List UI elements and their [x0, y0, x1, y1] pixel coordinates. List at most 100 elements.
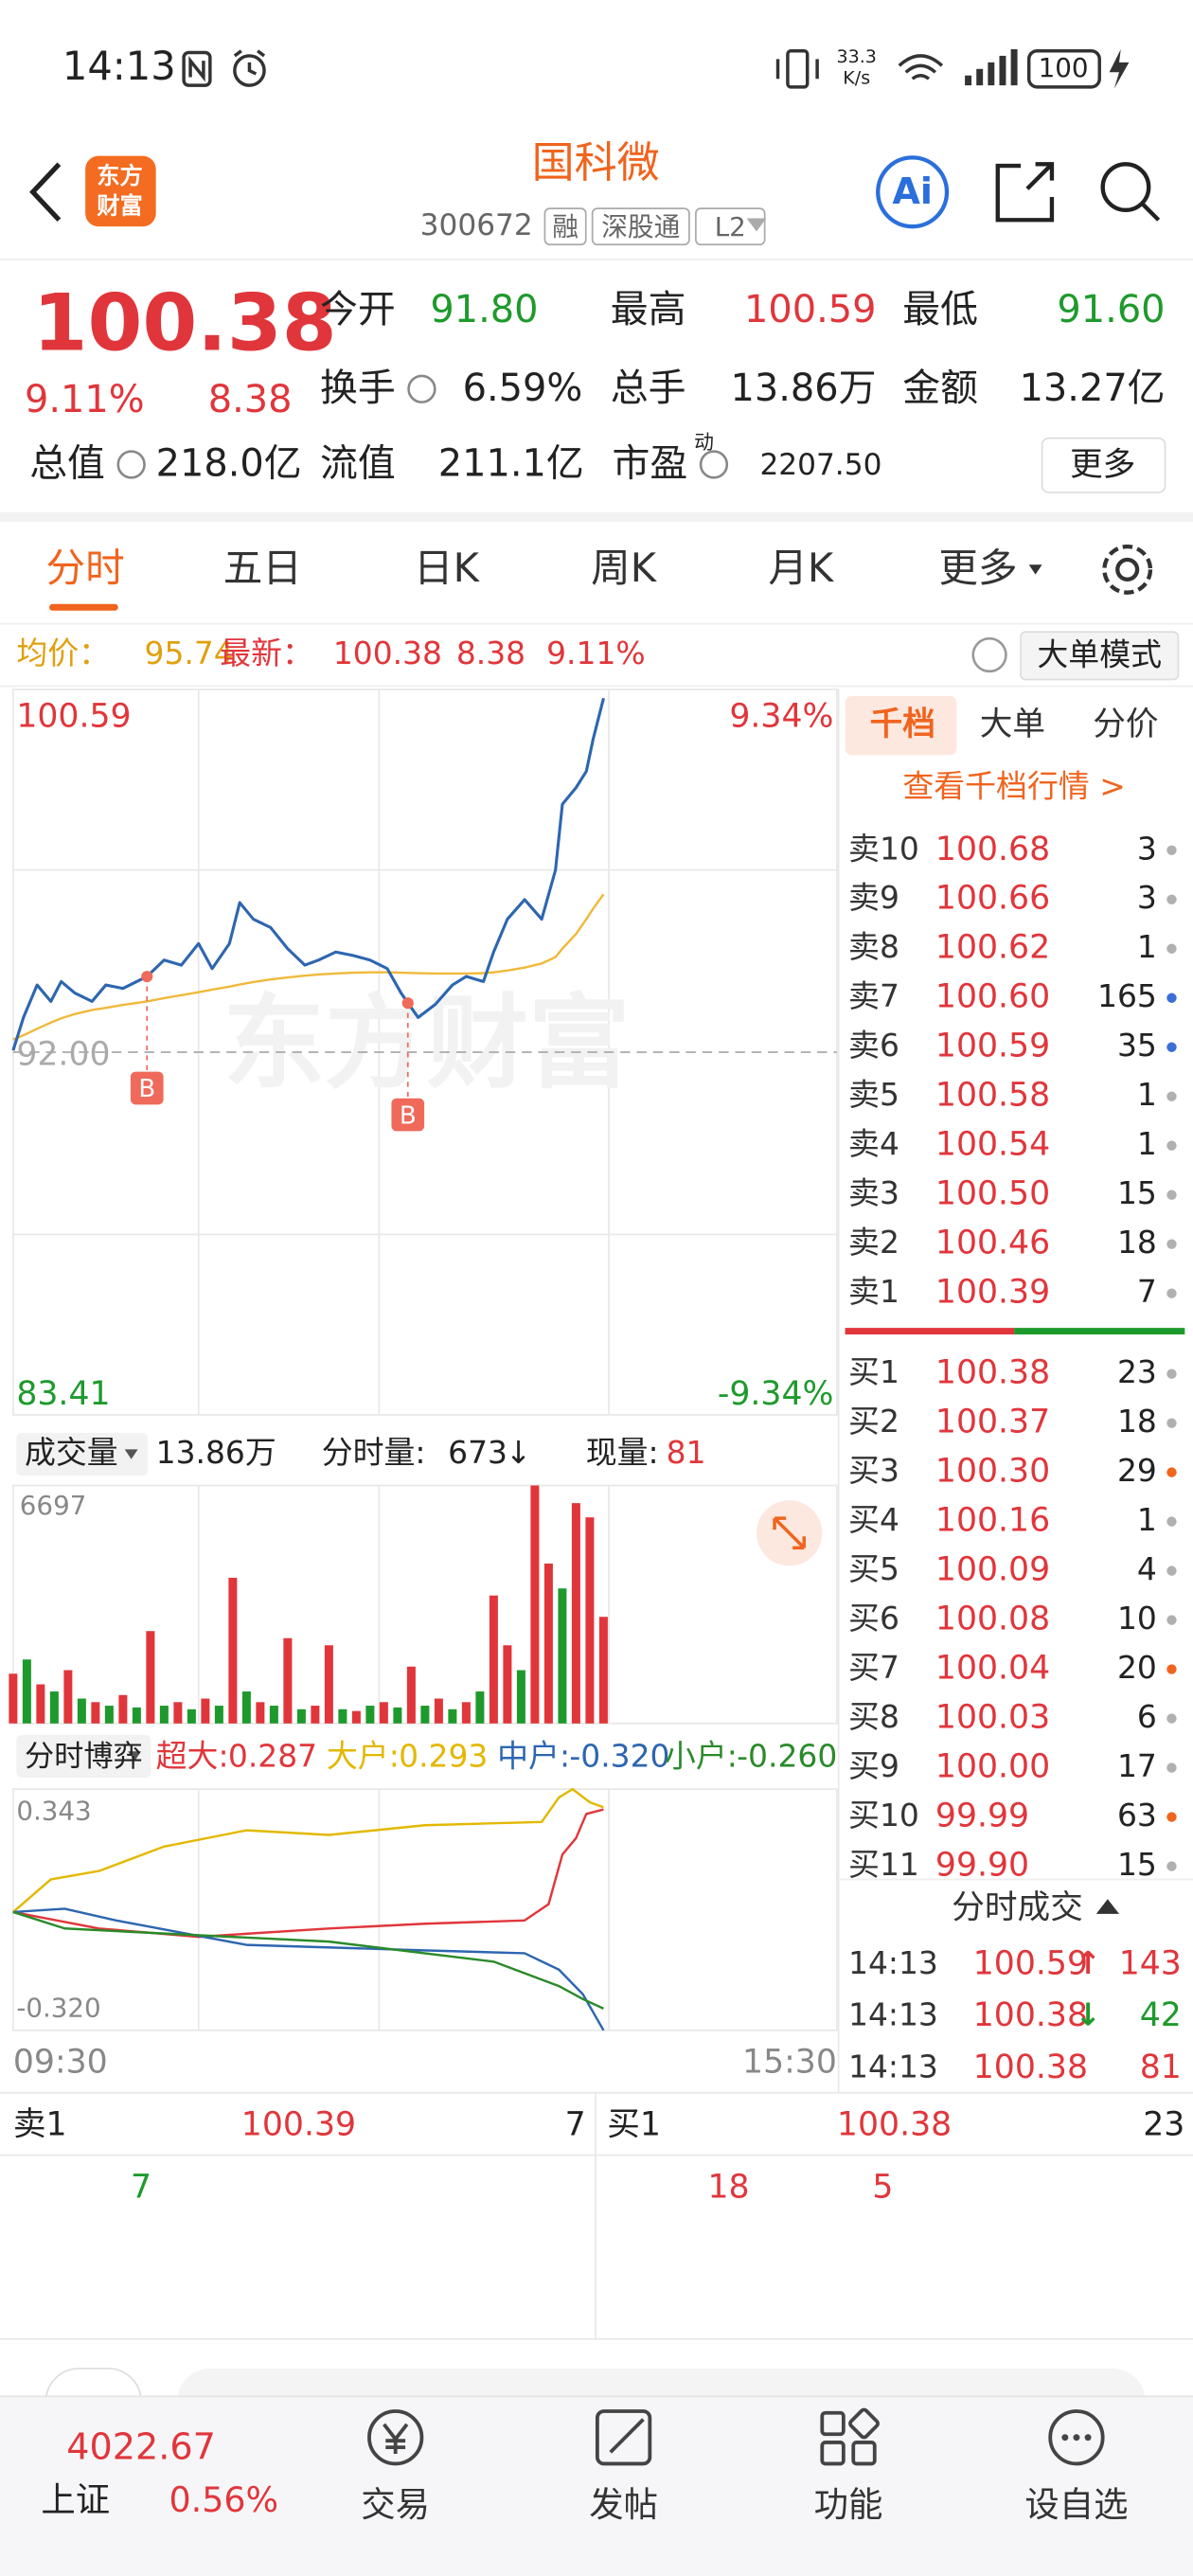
- book-volume: 1: [1137, 1125, 1157, 1162]
- marker-label: B: [138, 1075, 155, 1103]
- book-level: 买1: [848, 1353, 899, 1390]
- legend-name: 中户:: [497, 1738, 570, 1775]
- search-button[interactable]: [1100, 162, 1161, 222]
- book-tab[interactable]: 分价: [1093, 706, 1158, 743]
- mode-label[interactable]: 大单模式: [1037, 636, 1162, 673]
- bid-price: 100.38: [837, 2105, 952, 2143]
- volume-bar: [406, 1666, 416, 1724]
- latest-label: 最新：: [220, 635, 313, 671]
- tab[interactable]: 五日: [223, 545, 302, 591]
- tag-box: [694, 207, 766, 246]
- legend-value: 0.287: [228, 1738, 317, 1775]
- info-icon: [407, 374, 436, 403]
- index-change: 0.56%: [169, 2479, 279, 2520]
- bid-volume: 23: [1143, 2105, 1184, 2143]
- expand-button[interactable]: [756, 1500, 823, 1566]
- marker-dot: [401, 997, 414, 1010]
- book-level: 卖5: [848, 1076, 899, 1113]
- tab[interactable]: 分时: [46, 545, 125, 591]
- tab[interactable]: 月K: [768, 545, 835, 591]
- collapse-arrow[interactable]: [1095, 1899, 1120, 1914]
- price-line: [11, 697, 605, 1051]
- trade-time: 14:13: [848, 1996, 938, 2033]
- volume-bar: [461, 1702, 471, 1724]
- book-price: 100.68: [935, 831, 1050, 868]
- more-button[interactable]: [1041, 437, 1166, 493]
- volume-bar: [187, 1708, 196, 1724]
- book-dot: [1166, 1812, 1177, 1822]
- book-price: 100.62: [935, 929, 1050, 967]
- ai-label[interactable]: Ai: [892, 170, 933, 212]
- back-button[interactable]: [29, 162, 62, 223]
- legend-value: 0.293: [399, 1738, 488, 1775]
- book-price: 100.16: [935, 1502, 1050, 1540]
- settings-button[interactable]: [1102, 544, 1153, 595]
- avg-value: 95.74: [145, 635, 234, 671]
- change-pct: 9.11%: [25, 378, 145, 421]
- book-dot: [1166, 993, 1177, 1003]
- trade-volume: 42: [1140, 1996, 1182, 2034]
- share-button[interactable]: [995, 162, 1055, 223]
- tab[interactable]: 日K: [414, 545, 481, 591]
- nav-item[interactable]: 设自选: [1024, 2484, 1128, 2525]
- nav-item[interactable]: 功能: [814, 2484, 883, 2525]
- dropdown-arrow[interactable]: [124, 1449, 138, 1459]
- legend-value: -0.320: [569, 1738, 669, 1775]
- volume-bar: [132, 1707, 141, 1724]
- field-value: 218.0亿: [156, 442, 302, 486]
- field-label: 流值: [320, 442, 396, 486]
- book-level: 卖1: [848, 1273, 899, 1310]
- book-dot: [1166, 1091, 1177, 1101]
- tab[interactable]: 周K: [591, 545, 658, 591]
- volume-selector[interactable]: [16, 1433, 148, 1476]
- book-dot: [1166, 1288, 1177, 1298]
- trade-volume: 143: [1119, 1945, 1182, 1983]
- tag: 融: [552, 211, 579, 242]
- nav-item[interactable]: 交易: [361, 2484, 430, 2525]
- tag: L2: [715, 211, 746, 242]
- nav-icons[interactable]: [367, 2407, 1105, 2466]
- book-volume: 20: [1117, 1649, 1157, 1686]
- marker-badge: [130, 1071, 164, 1105]
- book-volume: 3: [1137, 830, 1157, 867]
- panel-title[interactable]: 成交量: [25, 1434, 118, 1471]
- book-price: 100.03: [935, 1699, 1050, 1737]
- panel-title[interactable]: 分时博弈: [25, 1740, 143, 1774]
- book-tab[interactable]: 千档: [870, 706, 935, 743]
- volume-bar: [228, 1577, 238, 1724]
- dropdown-arrow[interactable]: [746, 218, 767, 232]
- index-value[interactable]: 4022.67: [66, 2425, 216, 2467]
- book-price: 100.59: [935, 1028, 1050, 1065]
- more-label[interactable]: 更多: [1070, 446, 1135, 484]
- trades-title: 分时成交: [952, 1889, 1083, 1927]
- tab[interactable]: 更多: [938, 545, 1017, 591]
- logo-text: 财富: [97, 191, 143, 219]
- volume-bar: [351, 1710, 361, 1724]
- volume-bar: [91, 1702, 100, 1724]
- book-price: 100.37: [935, 1404, 1050, 1441]
- index-name: 上证: [41, 2479, 110, 2520]
- detail-value: 18: [707, 2168, 749, 2206]
- current-volume: 81: [667, 1434, 706, 1471]
- book-tab[interactable]: 大单: [980, 706, 1045, 743]
- help-icon[interactable]: [971, 636, 1007, 673]
- volume-bar: [393, 1707, 402, 1724]
- dropdown-arrow[interactable]: [1028, 564, 1042, 575]
- field-label: 市盈: [612, 442, 687, 486]
- info-icon: [116, 450, 146, 479]
- book-price: 100.09: [935, 1551, 1050, 1589]
- info-icon: [699, 450, 729, 479]
- ai-button[interactable]: [876, 155, 950, 229]
- book-dot: [1166, 1565, 1177, 1576]
- latest-value: 100.38: [333, 635, 442, 671]
- flow-selector[interactable]: [16, 1734, 151, 1778]
- book-link[interactable]: 查看千档行情 >: [902, 767, 1125, 804]
- dropdown-arrow[interactable]: [128, 1751, 142, 1762]
- book-dot: [1166, 1762, 1177, 1773]
- mode-button[interactable]: [1020, 631, 1180, 681]
- book-dot: [1166, 1190, 1177, 1200]
- trade-time: 14:13: [848, 2048, 938, 2084]
- nav-item[interactable]: 发帖: [589, 2484, 658, 2525]
- book-price: 100.60: [935, 978, 1050, 1016]
- clock: 14:13: [62, 43, 176, 89]
